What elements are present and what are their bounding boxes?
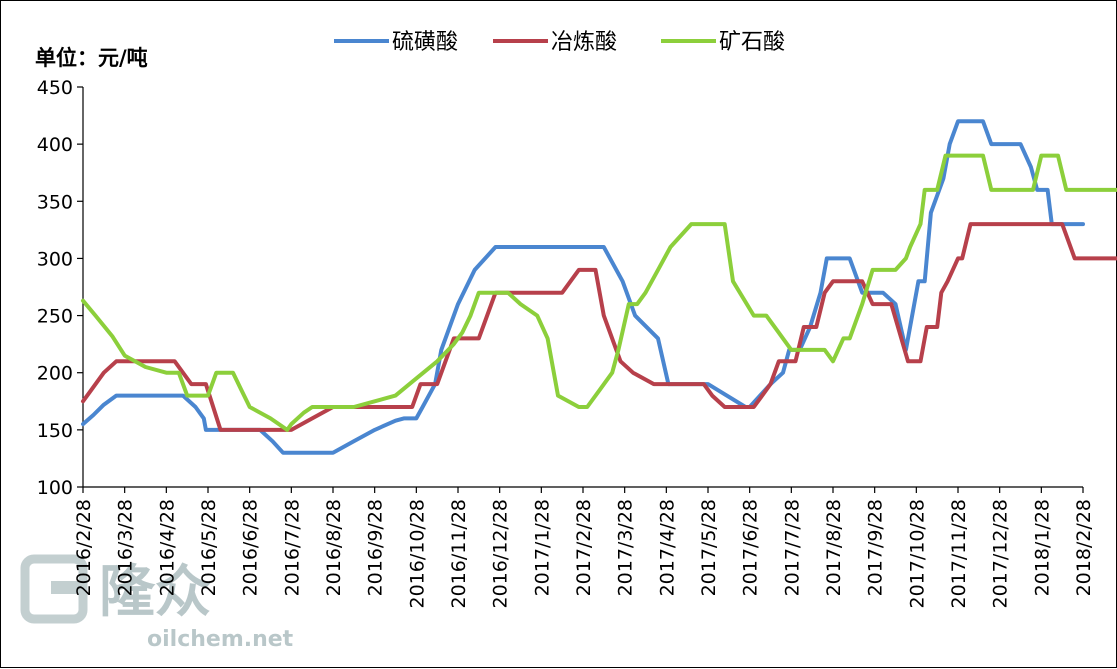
x-tick-label: 2016/10/28 — [406, 499, 428, 609]
x-tick-label: 2017/8/28 — [823, 499, 845, 596]
watermark-brand: 隆众 — [99, 560, 211, 625]
legend-label-1: 硫磺酸 — [392, 30, 458, 55]
x-tick-label: 2017/6/28 — [740, 499, 762, 596]
x-tick-label: 2017/4/28 — [656, 499, 678, 596]
x-tick-label: 2017/5/28 — [698, 499, 720, 596]
y-tick-label: 450 — [37, 77, 73, 99]
x-tick-label: 2018/1/28 — [1031, 499, 1053, 596]
x-tick-label: 2017/9/28 — [865, 499, 887, 596]
y-tick-label: 150 — [37, 420, 73, 442]
watermark-logo-icon — [20, 554, 88, 624]
axes: 100 150 200 250 300 350 400 450 2016/2/28 2016/3/… — [37, 77, 1095, 609]
y-tick-label: 400 — [37, 134, 73, 156]
x-tick-label: 2016/12/28 — [490, 499, 512, 609]
series-group — [81, 119, 1117, 455]
series-line-2 — [81, 222, 1117, 432]
legend-label-3: 矿石酸 — [719, 30, 785, 55]
watermark-site: oilchem.net — [147, 627, 294, 652]
series-line-3 — [81, 153, 1117, 432]
series-line-1 — [81, 119, 1085, 455]
x-tick-label: 2017/3/28 — [615, 499, 637, 596]
legend-label-2: 冶炼酸 — [551, 30, 617, 55]
y-tick-label: 350 — [37, 191, 73, 213]
watermark: 隆众 oilchem.net — [20, 554, 294, 652]
x-tick-label: 2017/7/28 — [781, 499, 803, 596]
x-tick-label: 2017/11/28 — [948, 499, 970, 609]
x-tick-label: 2016/11/28 — [448, 499, 470, 609]
x-tick-label: 2017/2/28 — [573, 499, 595, 596]
x-tick-label: 2016/2/28 — [73, 499, 95, 596]
x-tick-label: 2017/1/28 — [531, 499, 553, 596]
x-tick-label: 2016/3/28 — [115, 499, 137, 596]
x-tick-label: 2016/4/28 — [156, 499, 178, 596]
y-tick-label: 250 — [37, 306, 73, 328]
y-tick-label: 300 — [37, 248, 73, 270]
x-tick-label: 2016/8/28 — [323, 499, 345, 596]
unit-label: 单位：元/吨 — [35, 46, 148, 70]
legend: 硫磺酸 冶炼酸 矿石酸 — [334, 30, 785, 55]
y-tick-label: 100 — [37, 477, 73, 499]
x-tick-label: 2016/9/28 — [365, 499, 387, 596]
x-tick-label: 2017/10/28 — [906, 499, 928, 609]
x-tick-label: 2017/12/28 — [990, 499, 1012, 609]
y-tick-label: 200 — [37, 363, 73, 385]
x-tick-label: 2018/2/28 — [1073, 499, 1095, 596]
x-tick-label: 2016/7/28 — [281, 499, 303, 596]
x-tick-label: 2016/5/28 — [198, 499, 220, 596]
x-tick-label: 2016/6/28 — [240, 499, 262, 596]
